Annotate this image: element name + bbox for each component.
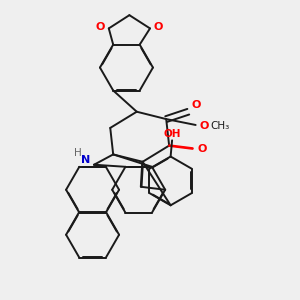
Text: O: O (199, 122, 208, 131)
Text: CH₃: CH₃ (211, 122, 230, 131)
Text: N: N (81, 155, 90, 165)
Text: O: O (96, 22, 105, 32)
Text: H: H (74, 148, 82, 158)
Text: O: O (197, 143, 207, 154)
Text: OH: OH (163, 129, 181, 139)
Text: O: O (192, 100, 201, 110)
Text: O: O (154, 22, 163, 32)
